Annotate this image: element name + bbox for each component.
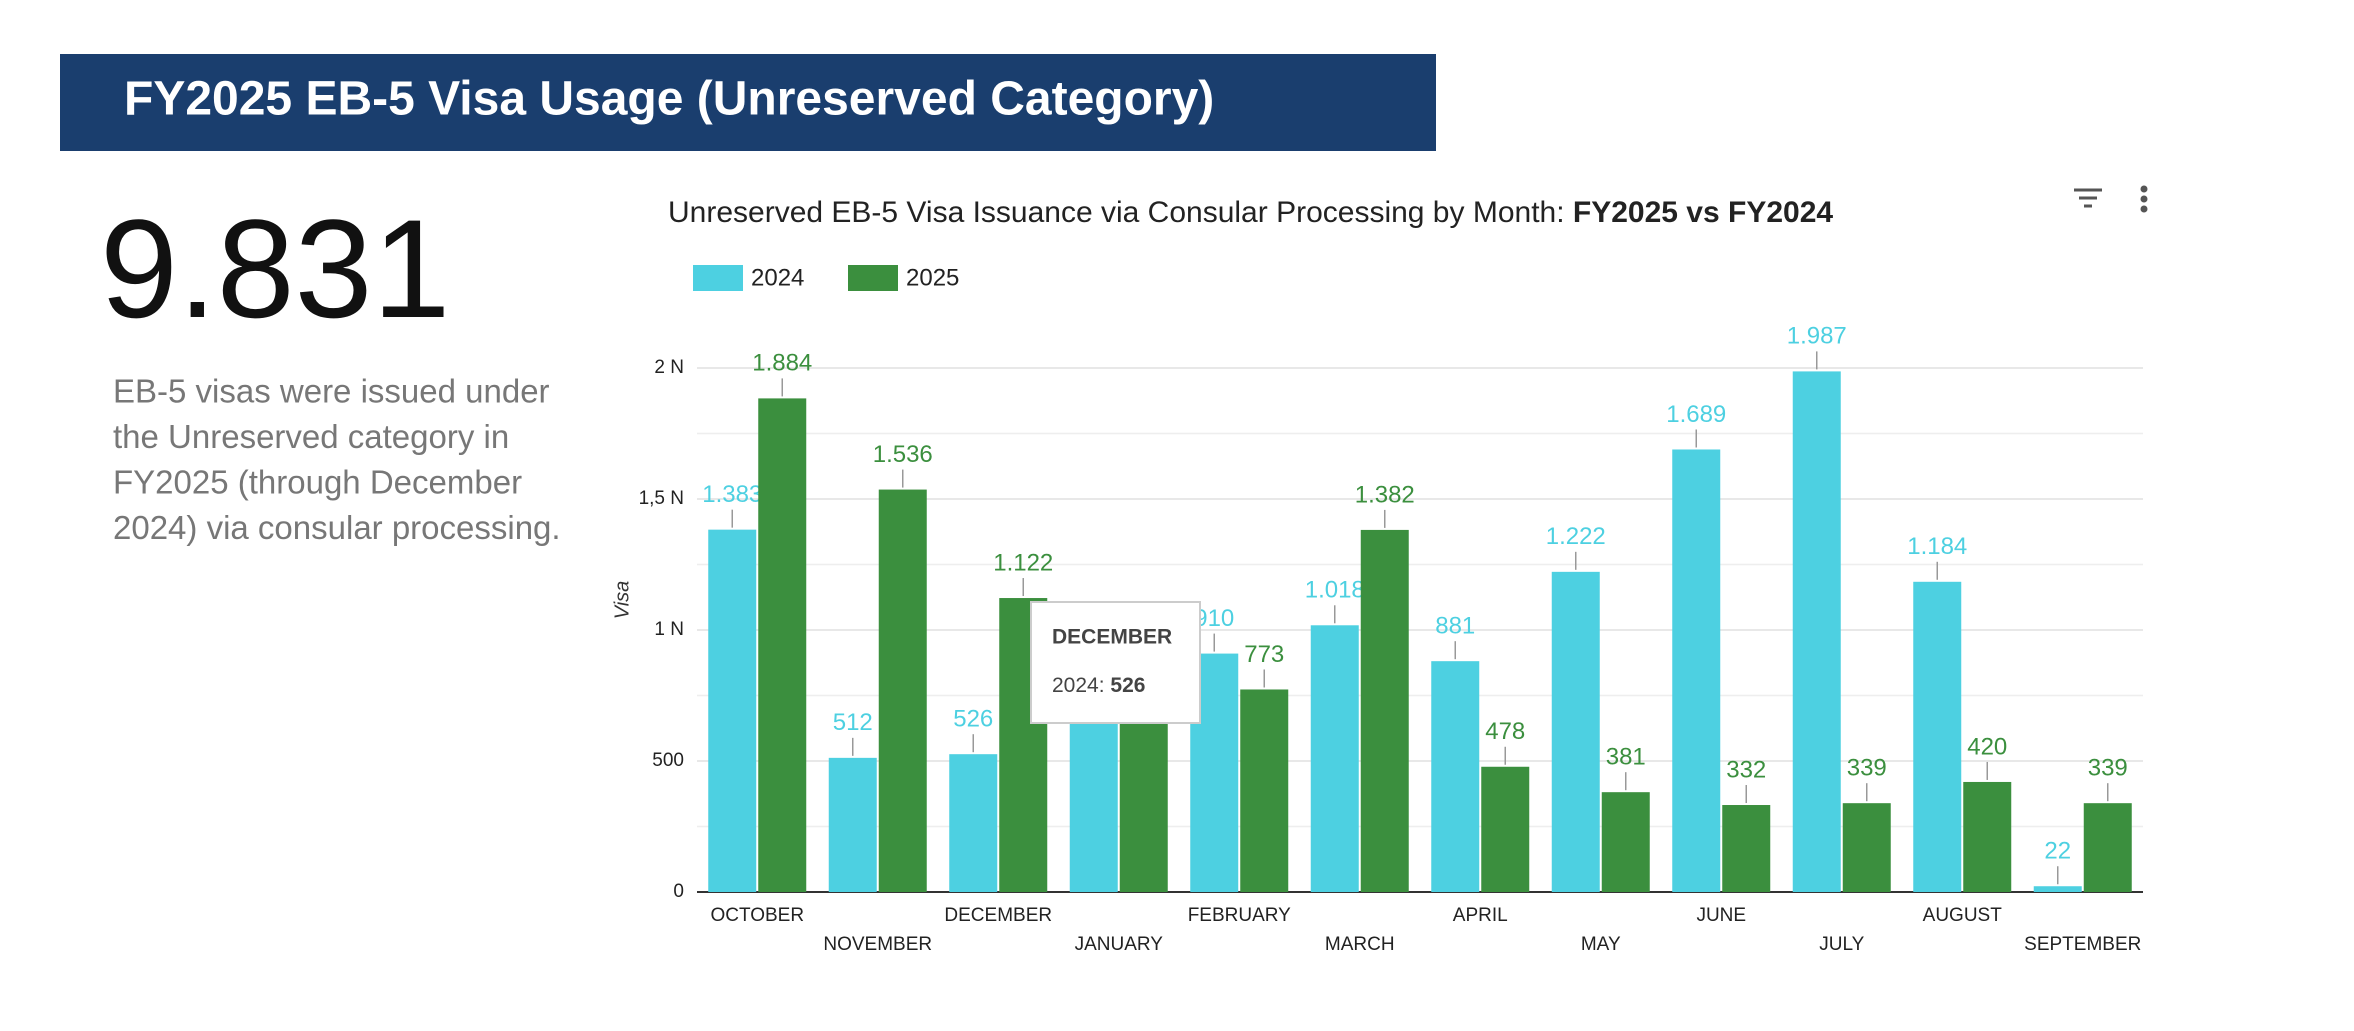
y-tick-label: 2 N xyxy=(654,357,684,378)
tooltip-title: DECEMBER xyxy=(1052,626,1172,649)
y-tick-label: 500 xyxy=(652,750,684,771)
bar xyxy=(1431,661,1480,892)
bar xyxy=(828,757,877,892)
bar xyxy=(758,398,807,892)
value-label: 1.184 xyxy=(1907,533,1967,560)
x-tick-label: JULY xyxy=(1819,934,1864,955)
value-label: 22 xyxy=(2044,838,2071,865)
bar xyxy=(1722,805,1771,892)
bar xyxy=(708,529,757,892)
x-tick-label: SEPTEMBER xyxy=(2024,934,2141,955)
header-bar xyxy=(60,54,1436,151)
value-label: 1.689 xyxy=(1666,401,1726,428)
x-tick-label: OCTOBER xyxy=(710,905,804,926)
chart-title-main: Unreserved EB-5 Visa Issuance via Consul… xyxy=(668,196,1573,229)
bar xyxy=(1551,571,1600,892)
value-label: 381 xyxy=(1606,744,1646,771)
kpi-description-line: EB-5 visas were issued under xyxy=(113,373,550,410)
value-label: 1.018 xyxy=(1305,577,1365,604)
value-label: 526 xyxy=(953,706,993,733)
x-tick-label: JANUARY xyxy=(1075,934,1164,955)
value-label: 420 xyxy=(1967,733,2007,760)
kpi-description-line: 2024) via consular processing. xyxy=(113,509,561,546)
filter-icon[interactable] xyxy=(2074,188,2102,208)
legend-swatch xyxy=(693,265,743,291)
tooltip: DECEMBER 2024: 526 xyxy=(1030,601,1201,724)
tooltip-line: 2024: 526 xyxy=(1052,674,1145,697)
bar xyxy=(1240,689,1289,892)
header-title: FY2025 EB-5 Visa Usage (Unreserved Categ… xyxy=(124,73,1214,126)
value-label: 339 xyxy=(2088,755,2128,782)
tooltip-value: 526 xyxy=(1110,674,1145,697)
kpi-description-line: the Unreserved category in xyxy=(113,418,509,455)
chart-title: Unreserved EB-5 Visa Issuance via Consul… xyxy=(668,196,1833,229)
kpi-value: 9.831 xyxy=(100,190,450,347)
tooltip-label: 2024: xyxy=(1052,674,1105,697)
legend-swatch xyxy=(848,265,898,291)
kpi-description-line: FY2025 (through December xyxy=(113,464,522,501)
y-axis-label: Visa xyxy=(611,581,633,620)
value-label: 1.382 xyxy=(1355,481,1415,508)
bar xyxy=(2033,886,2082,892)
x-tick-label: FEBRUARY xyxy=(1188,905,1291,926)
tooltip-box xyxy=(1030,601,1201,724)
value-label: 881 xyxy=(1435,613,1475,640)
y-tick-label: 0 xyxy=(673,881,684,902)
value-label: 1.884 xyxy=(752,350,812,377)
x-tick-label: MARCH xyxy=(1325,934,1395,955)
value-label: 773 xyxy=(1244,641,1284,668)
bar xyxy=(1069,700,1118,892)
value-label: 1.987 xyxy=(1787,323,1847,350)
bar xyxy=(1672,449,1721,892)
chart-title-bold: FY2025 vs FY2024 xyxy=(1573,196,1834,229)
value-label: 1.536 xyxy=(873,441,933,468)
y-tick-label: 1 N xyxy=(654,619,684,640)
bar xyxy=(1913,581,1962,892)
value-label: 1.383 xyxy=(702,481,762,508)
legend-label: 2024 xyxy=(751,264,804,291)
menu-icon[interactable] xyxy=(2140,185,2148,213)
bar xyxy=(1360,529,1409,892)
bar xyxy=(1963,781,2012,892)
value-label: 1.122 xyxy=(993,549,1053,576)
x-tick-label: NOVEMBER xyxy=(823,934,932,955)
bar xyxy=(1481,766,1530,892)
bar xyxy=(1601,792,1650,892)
legend-label: 2025 xyxy=(906,264,959,291)
y-tick-label: 1,5 N xyxy=(639,488,684,509)
value-label: 332 xyxy=(1726,756,1766,783)
bar xyxy=(1842,803,1891,892)
value-label: 339 xyxy=(1847,755,1887,782)
x-tick-label: JUNE xyxy=(1696,905,1746,926)
x-tick-label: DECEMBER xyxy=(944,905,1052,926)
bar xyxy=(949,754,998,892)
bar xyxy=(1792,371,1841,892)
value-label: 512 xyxy=(833,709,873,736)
x-tick-label: AUGUST xyxy=(1923,905,2003,926)
x-tick-label: APRIL xyxy=(1453,905,1508,926)
bar xyxy=(1310,625,1359,892)
bar xyxy=(878,489,927,892)
bar xyxy=(2083,803,2132,892)
value-label: 1.222 xyxy=(1546,523,1606,550)
x-tick-label: MAY xyxy=(1581,934,1621,955)
value-label: 478 xyxy=(1485,718,1525,745)
